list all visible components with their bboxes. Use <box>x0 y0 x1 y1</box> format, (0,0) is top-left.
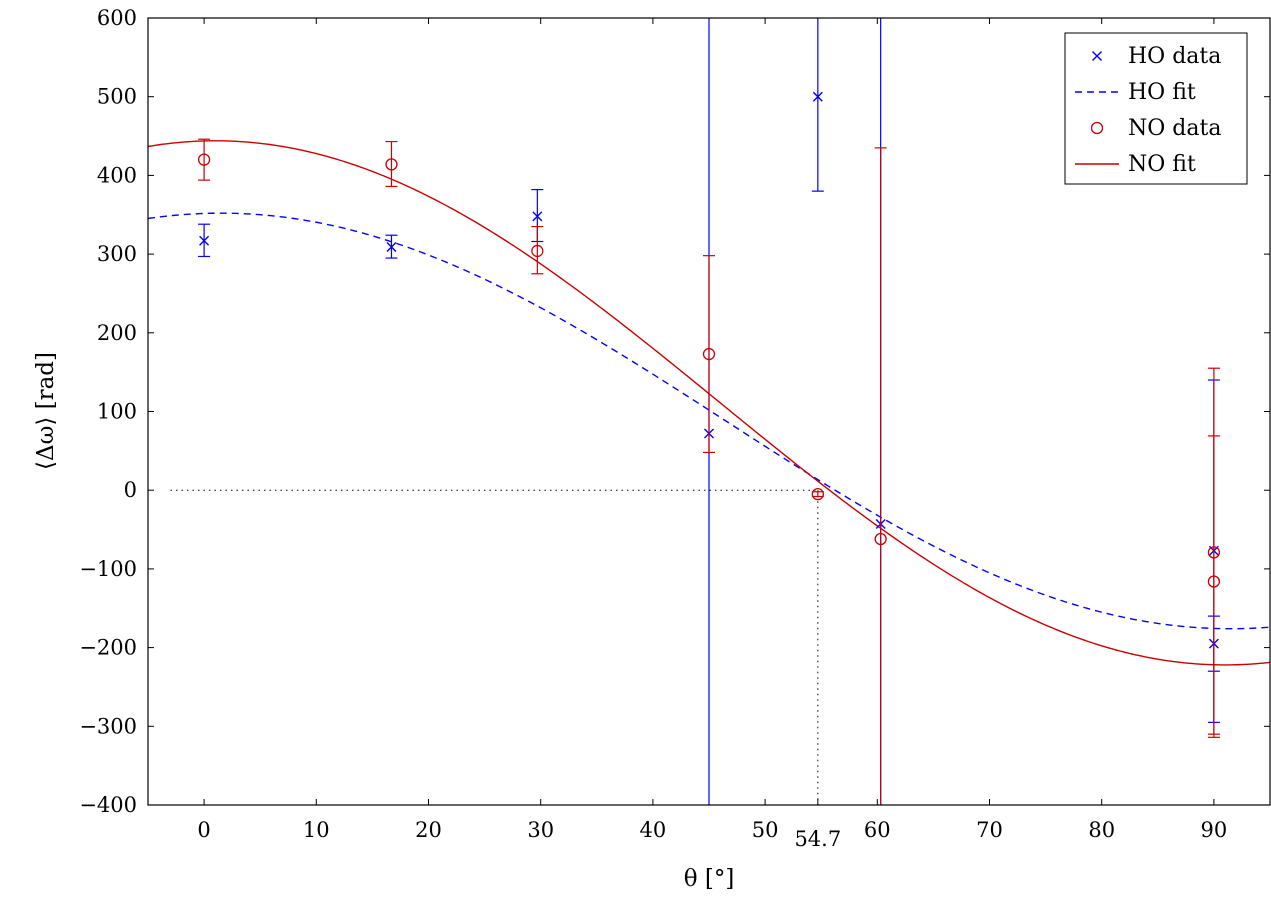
y-tick-label: −300 <box>79 714 137 738</box>
ho-data-point <box>199 235 210 246</box>
legend-label-ho-fit: HO fit <box>1128 80 1196 105</box>
legend-label-ho-data: HO data <box>1128 44 1221 69</box>
y-tick-label: 0 <box>124 478 137 502</box>
x-tick-label: 50 <box>752 818 779 842</box>
y-tick-label: −200 <box>79 636 137 660</box>
y-tick-label: −100 <box>79 557 137 581</box>
x-tick-label: 20 <box>415 818 442 842</box>
axis-labels: 0 10 20 30 40 50 60 70 80 90 54.7 −400 −300 −200 −100 0… <box>79 6 1227 851</box>
plot-area <box>148 18 1270 805</box>
x-tick-label-extra: 54.7 <box>794 827 841 851</box>
legend-label-no-fit: NO fit <box>1128 152 1196 177</box>
y-tick-label: 500 <box>97 85 137 109</box>
no-data-point <box>874 532 887 546</box>
no-data-point <box>1207 575 1221 588</box>
no-data-point <box>531 244 544 258</box>
y-tick-label: 100 <box>97 400 137 424</box>
x-tick-label: 70 <box>976 818 1003 842</box>
ho-data-point <box>386 242 397 253</box>
y-tick-label: 300 <box>97 242 137 266</box>
no-data-point <box>385 158 398 171</box>
x-axis-title: θ [°] <box>684 866 735 892</box>
legend: HO data HO fit NO data NO fit <box>1064 32 1248 185</box>
x-tick-label: 0 <box>197 818 210 842</box>
x-tick-label: 80 <box>1088 818 1115 842</box>
axis-ticks <box>148 17 1270 806</box>
y-tick-label: 600 <box>97 6 137 30</box>
legend-swatch-ho-data <box>1092 51 1102 61</box>
legend-swatch-no-data <box>1090 121 1104 135</box>
y-tick-label: 400 <box>97 163 137 187</box>
x-tick-label: 90 <box>1201 818 1228 842</box>
y-tick-label: −400 <box>79 793 137 817</box>
y-axis-title: ⟨Δω⟩ [rad] <box>33 352 59 470</box>
no-data-point <box>197 153 211 166</box>
ho-data-point <box>532 211 543 222</box>
x-tick-label: 40 <box>640 818 667 842</box>
x-tick-label: 10 <box>303 818 330 842</box>
y-tick-label: 200 <box>97 321 137 345</box>
no-data-point <box>702 347 716 361</box>
legend-label-no-data: NO data <box>1128 116 1221 141</box>
ho-data-point <box>812 91 823 102</box>
x-tick-label: 60 <box>864 818 891 842</box>
no-data-point <box>811 487 824 501</box>
x-tick-label: 30 <box>527 818 554 842</box>
